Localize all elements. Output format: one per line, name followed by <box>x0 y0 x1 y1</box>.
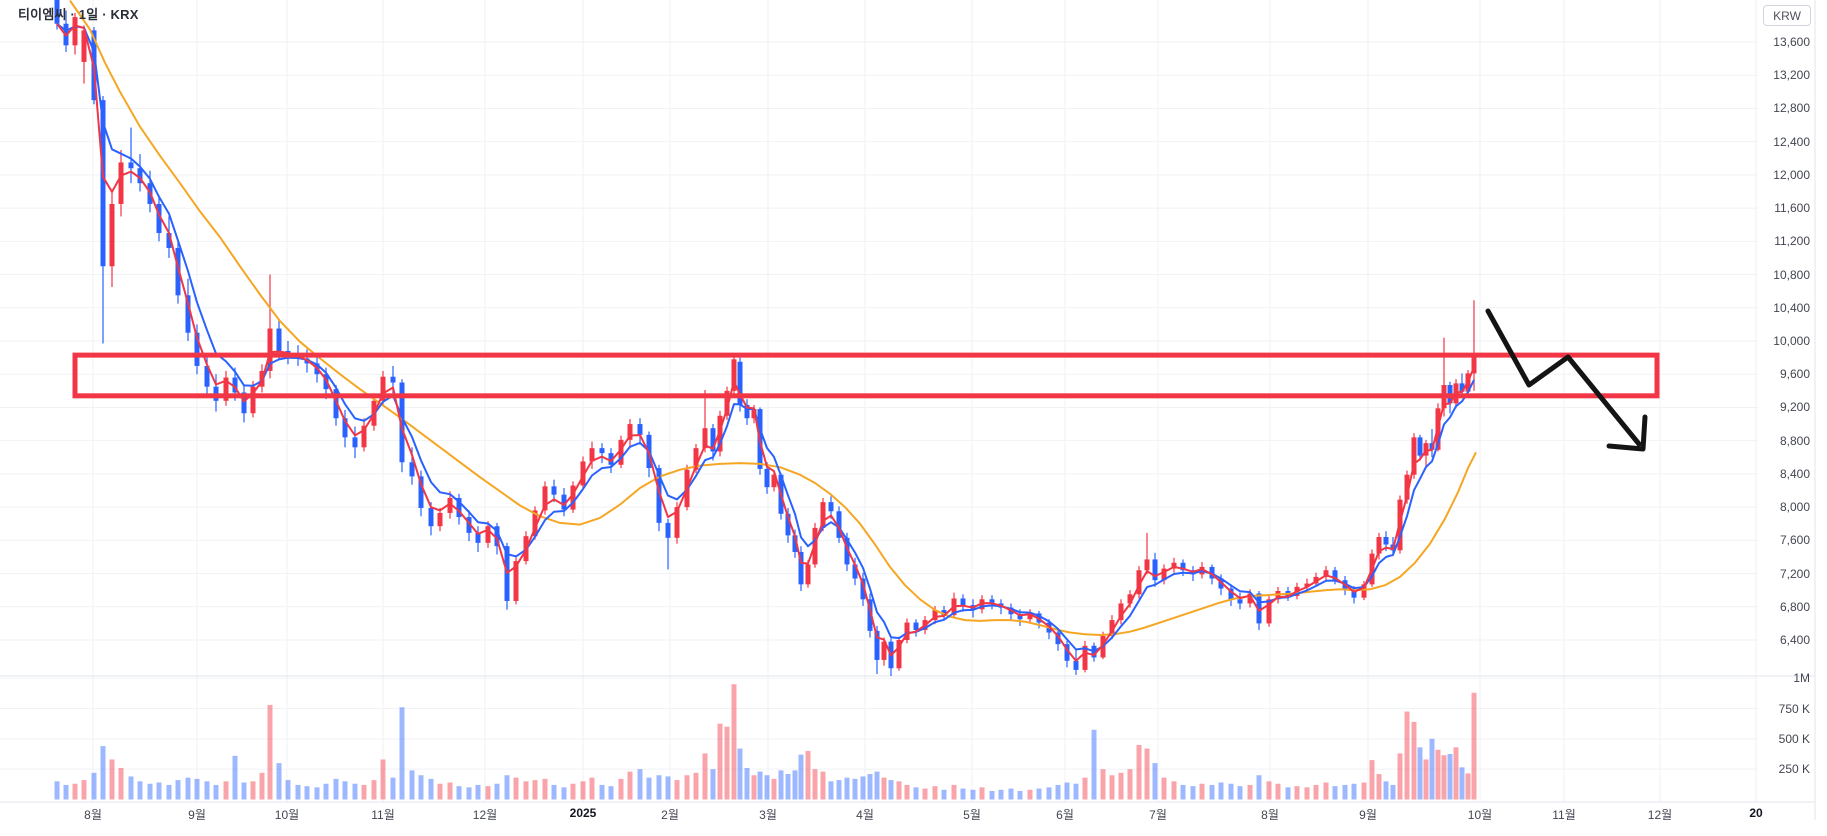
candles-layer <box>54 0 1477 676</box>
price-tick-label: 9,200 <box>1779 400 1810 415</box>
price-tick-label: 7,200 <box>1779 566 1810 581</box>
price-tick-label: 12,400 <box>1773 134 1810 149</box>
time-tick-label: 20 <box>1749 806 1763 820</box>
time-tick-label: 10월 <box>274 808 300 822</box>
time-tick-label: 7월 <box>1149 808 1167 822</box>
price-tick-label: 11,600 <box>1774 201 1810 216</box>
price-tick-label: 8,400 <box>1779 466 1810 481</box>
ma-fast-line <box>56 23 1475 662</box>
price-tick-label: 6,400 <box>1779 633 1810 647</box>
moving-averages <box>56 0 1477 662</box>
time-tick-label: 12월 <box>472 808 498 822</box>
price-tick-label: 12,000 <box>1773 167 1810 182</box>
time-tick-label: 12월 <box>1647 808 1673 822</box>
ma-slow-line <box>69 0 1477 636</box>
price-tick-label: 7,600 <box>1779 533 1810 548</box>
time-tick-label: 3월 <box>759 808 777 822</box>
time-tick-label: 8월 <box>1261 808 1279 822</box>
volume-tick-label: 1M <box>1793 671 1810 686</box>
time-tick-label: 5월 <box>963 808 981 822</box>
resistance-box[interactable] <box>72 352 1660 399</box>
price-tick-label: 10,000 <box>1773 334 1810 348</box>
volume-tick-label: 500 K <box>1778 731 1810 746</box>
volume-tick-label: 250 K <box>1778 762 1810 777</box>
chart-symbol-title: 티이엠씨 · 1일 · KRX <box>18 7 139 22</box>
price-tick-label: 8,800 <box>1779 433 1810 448</box>
time-tick-label: 11월 <box>371 808 395 822</box>
price-tick-label: 13,600 <box>1773 35 1810 49</box>
time-tick-label: 6월 <box>1056 808 1074 822</box>
price-tick-label: 8,000 <box>1779 500 1810 515</box>
time-tick-label: 10월 <box>1467 808 1493 822</box>
price-tick-label: 13,200 <box>1773 68 1810 83</box>
volume-bars <box>54 684 1477 800</box>
price-tick-label: 6,800 <box>1779 599 1810 614</box>
price-tick-label: 10,400 <box>1773 300 1810 315</box>
price-tick-label: 10,800 <box>1773 267 1810 282</box>
time-tick-label: 4월 <box>856 808 874 822</box>
time-axis[interactable] <box>0 802 1815 836</box>
price-tick-label: 12,800 <box>1773 101 1810 116</box>
time-tick-label: 2025 <box>569 806 597 820</box>
grid-layer <box>0 0 1758 802</box>
volume-tick-label: 750 K <box>1778 701 1810 716</box>
time-tick-label: 2월 <box>661 808 679 822</box>
trend-arrow[interactable] <box>1485 308 1648 452</box>
pane-separators <box>0 0 1816 820</box>
time-tick-label: 9월 <box>1359 808 1377 822</box>
price-tick-label: 11,200 <box>1774 234 1810 249</box>
currency-badge[interactable]: KRW <box>1763 5 1811 26</box>
time-tick-label: 8월 <box>84 808 102 822</box>
time-tick-label: 11월 <box>1552 808 1576 822</box>
time-tick-label: 9월 <box>188 808 206 822</box>
price-tick-label: 9,600 <box>1779 367 1810 382</box>
